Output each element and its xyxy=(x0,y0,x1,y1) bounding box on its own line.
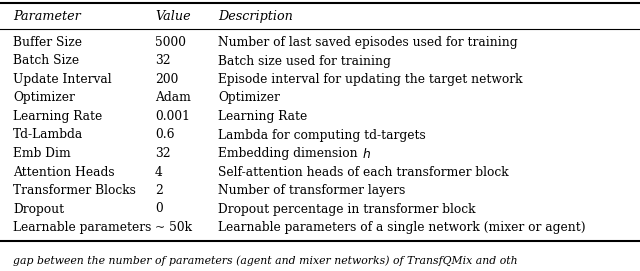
Text: 2: 2 xyxy=(155,184,163,197)
Text: Number of last saved episodes used for training: Number of last saved episodes used for t… xyxy=(218,36,518,49)
Text: Learning Rate: Learning Rate xyxy=(13,110,102,123)
Text: Emb Dim: Emb Dim xyxy=(13,147,71,160)
Text: Learnable parameters: Learnable parameters xyxy=(13,221,152,234)
Text: 200: 200 xyxy=(155,73,179,86)
Text: Adam: Adam xyxy=(155,92,191,105)
Text: $h$: $h$ xyxy=(362,147,371,161)
Text: Lambda for computing td-targets: Lambda for computing td-targets xyxy=(218,128,426,141)
Text: Learnable parameters of a single network (mixer or agent): Learnable parameters of a single network… xyxy=(218,221,586,234)
Text: 4: 4 xyxy=(155,166,163,179)
Text: Self-attention heads of each transformer block: Self-attention heads of each transformer… xyxy=(218,166,509,179)
Text: Learning Rate: Learning Rate xyxy=(218,110,307,123)
Text: gap between the number of parameters (agent and mixer networks) of TransfQMix an: gap between the number of parameters (ag… xyxy=(13,255,518,266)
Text: Update Interval: Update Interval xyxy=(13,73,111,86)
Text: Episode interval for updating the target network: Episode interval for updating the target… xyxy=(218,73,522,86)
Text: ~ 50k: ~ 50k xyxy=(155,221,192,234)
Text: Buffer Size: Buffer Size xyxy=(13,36,82,49)
Text: Embedding dimension: Embedding dimension xyxy=(218,147,362,160)
Text: Number of transformer layers: Number of transformer layers xyxy=(218,184,405,197)
Text: Optimizer: Optimizer xyxy=(218,92,280,105)
Text: 0.6: 0.6 xyxy=(155,128,175,141)
Text: Description: Description xyxy=(218,10,293,23)
Text: Transformer Blocks: Transformer Blocks xyxy=(13,184,136,197)
Text: 0: 0 xyxy=(155,202,163,215)
Text: 32: 32 xyxy=(155,147,171,160)
Text: Parameter: Parameter xyxy=(13,10,81,23)
Text: Td-Lambda: Td-Lambda xyxy=(13,128,83,141)
Text: Dropout percentage in transformer block: Dropout percentage in transformer block xyxy=(218,202,476,215)
Text: Optimizer: Optimizer xyxy=(13,92,75,105)
Text: Batch Size: Batch Size xyxy=(13,54,79,67)
Text: 0.001: 0.001 xyxy=(155,110,190,123)
Text: Batch size used for training: Batch size used for training xyxy=(218,54,391,67)
Text: Dropout: Dropout xyxy=(13,202,64,215)
Text: Value: Value xyxy=(155,10,191,23)
Text: 5000: 5000 xyxy=(155,36,186,49)
Text: Attention Heads: Attention Heads xyxy=(13,166,115,179)
Text: 32: 32 xyxy=(155,54,171,67)
